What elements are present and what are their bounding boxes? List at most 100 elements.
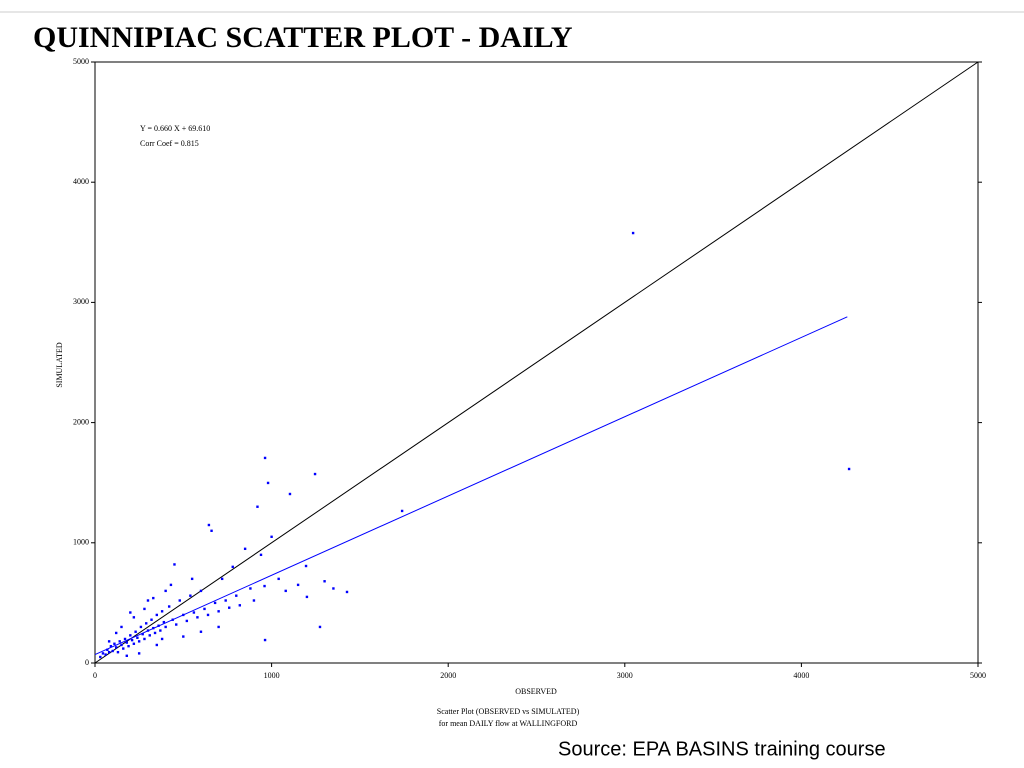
point [137,640,141,643]
point [400,509,404,513]
point [213,601,217,605]
point [284,589,287,593]
point [182,613,185,617]
point [270,535,273,538]
point [160,637,164,641]
point [107,650,111,654]
x-tick-label: 2000 [440,671,456,680]
point [323,580,326,583]
chart-title: QUINNIPIAC SCATTER PLOT - DAILY [33,21,573,54]
point [847,467,851,471]
point [130,638,134,642]
point [111,649,114,653]
x-tick-label: 4000 [793,671,809,680]
point [304,564,308,568]
point [185,619,189,623]
point [277,577,280,581]
point [145,622,148,625]
point [288,492,292,496]
point [259,553,263,557]
point [106,648,109,651]
point [153,631,157,635]
point [134,630,137,633]
point [266,481,270,485]
point [152,596,155,600]
point [150,618,153,621]
y-tick-label: 3000 [73,297,89,306]
point [162,620,166,624]
point [157,624,160,627]
point [182,635,185,638]
source: Source: EPA BASINS training course [558,738,886,760]
y-tick-label: 4000 [73,177,89,186]
point [146,599,150,602]
y-axis-label: SIMULATED [55,342,64,388]
point [104,653,107,656]
point [129,611,132,614]
point [127,644,130,648]
point [143,607,146,611]
point [199,589,203,593]
point [114,631,118,635]
annotation: Corr Coef = 0.815 [140,139,199,148]
point [125,641,128,644]
point [116,650,120,654]
point [159,629,162,632]
point [305,595,309,599]
y-tick-label: 1000 [73,538,89,547]
y-tick-label: 2000 [73,417,89,426]
plot-frame [94,61,979,664]
y-tick-label: 0 [85,658,89,667]
point [120,643,123,647]
point [203,607,206,611]
point [155,643,159,647]
point [143,637,146,641]
point [148,634,151,637]
point [249,587,252,590]
point [113,642,116,645]
point [263,584,266,588]
point [217,610,220,613]
point [207,523,211,527]
point [210,529,213,532]
x-tick-label: 3000 [617,671,633,680]
annotation: Y = 0.660 X + 69.610 [140,124,210,133]
point [137,652,141,655]
point [199,630,203,633]
point [220,577,224,581]
point [167,605,171,608]
point [146,629,150,632]
point [160,610,164,613]
x-axis-label: OBSERVED [515,687,557,696]
point [118,640,121,643]
point [139,625,143,629]
point [235,594,238,597]
y-tick-label: 5000 [73,57,89,66]
point [313,472,317,476]
point [256,505,259,508]
point [206,613,210,617]
point [123,637,127,641]
x-tick-label: 1000 [264,671,280,680]
point [189,594,192,597]
point [196,616,199,619]
point [175,623,178,626]
point [107,640,111,643]
point [132,642,136,645]
point [190,577,194,581]
point [173,563,176,566]
x-tick-label: 5000 [970,671,986,680]
point [141,632,144,636]
point [136,636,139,639]
point [192,611,196,614]
point [122,647,125,650]
point [263,638,267,642]
point [224,599,227,602]
point [263,456,267,460]
point [243,547,247,551]
point [125,654,128,657]
point [109,644,113,648]
point [296,583,300,587]
point [164,589,167,593]
